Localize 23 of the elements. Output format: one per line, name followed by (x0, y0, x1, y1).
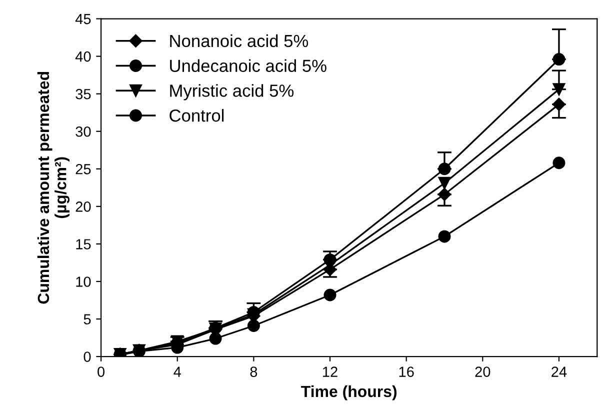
y-tick-label: 35 (76, 88, 91, 100)
y-tick-label: 30 (76, 126, 91, 137)
legend-label: Nonanoic acid 5% (170, 34, 308, 48)
y-tick-label: 5 (84, 314, 91, 324)
x-tick-label: 16 (399, 366, 414, 377)
x-tick-label: 0 (98, 366, 105, 377)
legend-label: Control (170, 108, 224, 122)
y-tick-label: 25 (76, 164, 91, 174)
y-tick-label: 15 (76, 239, 91, 250)
x-tick-label: 20 (475, 366, 490, 377)
x-tick-label: 12 (323, 366, 338, 377)
y-axis-title: Cumulative amount permeated (µg/cm²) (37, 72, 70, 304)
x-tick-label: 4 (174, 366, 181, 377)
y-tick-label: 0 (84, 352, 91, 362)
x-axis-title: Time (hours) (301, 385, 397, 400)
y-tick-label: 20 (76, 202, 91, 212)
legend-label: Undecanoic acid 5% (170, 59, 326, 72)
x-tick-label: 8 (250, 366, 258, 377)
x-tick-label: 24 (552, 366, 567, 377)
legend-label: Myristic acid 5% (170, 84, 294, 100)
y-tick-label: 45 (75, 14, 91, 24)
y-tick-label: 10 (76, 276, 91, 287)
y-tick-label: 40 (75, 51, 91, 62)
